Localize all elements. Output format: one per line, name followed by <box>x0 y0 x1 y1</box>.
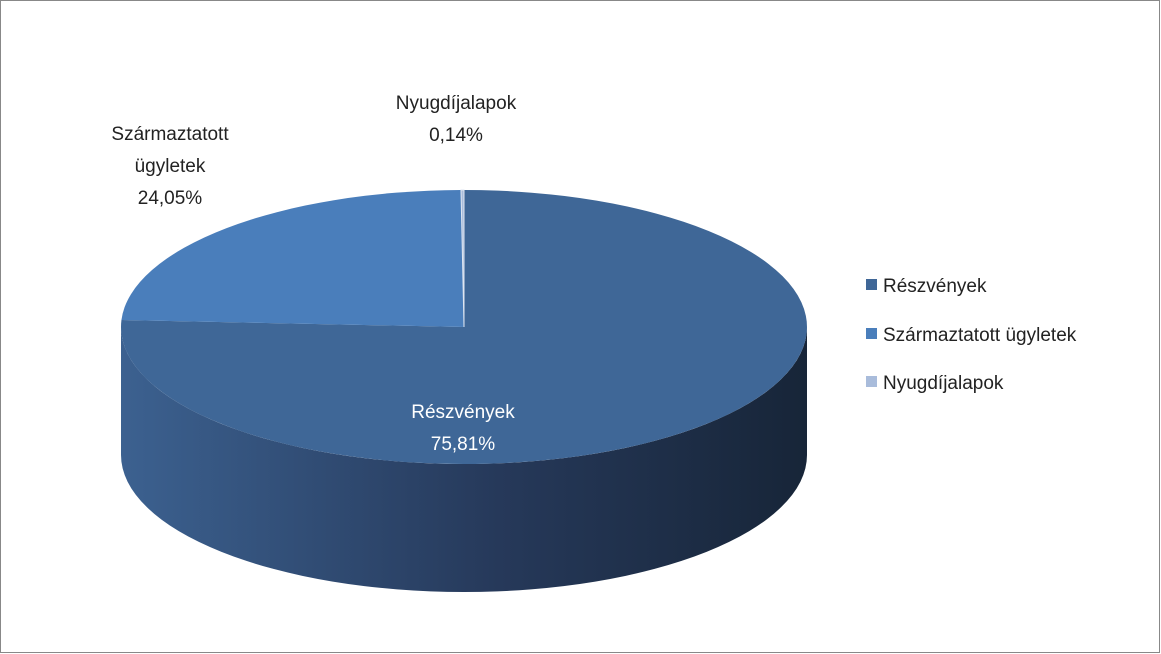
legend-swatch <box>866 376 877 388</box>
legend-item: Részvények <box>866 276 987 298</box>
data-label-value: 24,05% <box>137 188 203 209</box>
pie-slice <box>121 190 464 327</box>
legend-item: Származtatott ügyletek <box>866 325 1076 347</box>
data-label: Nyugdíjalapok 0,14% <box>356 88 556 152</box>
data-label-name: Származtatott ügyletek <box>111 124 229 177</box>
pie-side <box>121 327 807 592</box>
pie-slice <box>460 189 465 328</box>
legend-swatch <box>866 279 877 291</box>
data-label-name: Részvények <box>411 402 515 423</box>
data-label: Részvények 75,81% <box>363 397 563 461</box>
legend-item: Nyugdíjalapok <box>866 373 1003 395</box>
legend-swatch <box>866 327 877 339</box>
data-label: Származtatott ügyletek 24,05% <box>95 119 245 215</box>
data-label-name: Nyugdíjalapok <box>395 93 517 114</box>
data-label-value: 0,14% <box>429 125 483 146</box>
legend-label: Származtatott ügyletek <box>883 324 1077 346</box>
data-label-value: 75,81% <box>430 434 496 455</box>
legend-label: Nyugdíjalapok <box>883 373 1004 394</box>
legend-label: Részvények <box>883 276 987 297</box>
